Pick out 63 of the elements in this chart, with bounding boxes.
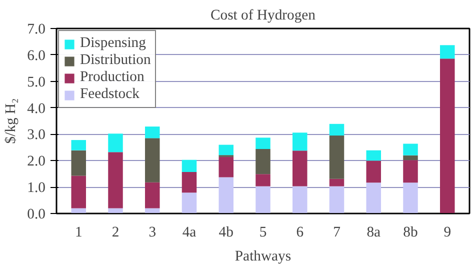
bar bbox=[256, 138, 270, 150]
chart-title: Cost of Hydrogen bbox=[210, 8, 316, 24]
legend-label: Production bbox=[80, 69, 144, 86]
bar bbox=[71, 176, 86, 208]
x-tick-label: 8b bbox=[403, 224, 418, 240]
x-tick-label: 2 bbox=[112, 224, 120, 240]
x-axis-title: Pathways bbox=[234, 248, 292, 264]
legend-label: Distribution bbox=[80, 52, 151, 69]
bar bbox=[145, 182, 160, 208]
bar bbox=[71, 140, 86, 150]
y-tick-label: 1.0 bbox=[27, 180, 46, 196]
x-tick-label: 9 bbox=[444, 224, 452, 240]
bar bbox=[218, 156, 234, 178]
bar bbox=[182, 192, 197, 214]
bar bbox=[329, 124, 344, 136]
bar bbox=[440, 45, 455, 59]
x-tick-label: 3 bbox=[148, 224, 156, 240]
y-tick-label: 5.0 bbox=[27, 74, 46, 90]
bar bbox=[329, 178, 344, 186]
y-axis-title: $/kg H₂ bbox=[3, 98, 20, 144]
x-tick-label: 5 bbox=[259, 224, 267, 240]
bar bbox=[71, 150, 86, 176]
legend-label: Feedstock bbox=[80, 86, 140, 103]
bar bbox=[403, 160, 418, 183]
bar bbox=[403, 155, 418, 160]
bar bbox=[108, 152, 123, 208]
y-tick-label: 7.0 bbox=[27, 22, 46, 38]
bar bbox=[440, 58, 455, 214]
legend-label: Dispensing bbox=[80, 35, 146, 52]
bar bbox=[329, 186, 344, 214]
x-tick-label: 7 bbox=[333, 224, 340, 240]
y-tick-label: 4.0 bbox=[27, 100, 46, 117]
bar bbox=[182, 172, 197, 193]
bar bbox=[218, 144, 234, 156]
bar bbox=[256, 174, 270, 186]
bar bbox=[182, 160, 197, 172]
bar bbox=[218, 177, 234, 214]
y-tick-label: 0.0 bbox=[27, 206, 46, 222]
x-tick-label: 6 bbox=[296, 224, 304, 240]
bar bbox=[403, 144, 418, 156]
y-tick-label: 2.0 bbox=[27, 154, 46, 170]
y-tick-label: 3.0 bbox=[27, 127, 46, 144]
bar bbox=[292, 132, 308, 151]
x-tick-label: 4b bbox=[218, 224, 234, 240]
bar bbox=[256, 186, 270, 214]
x-tick-label: 4a bbox=[182, 224, 197, 240]
bar bbox=[366, 182, 381, 214]
bar bbox=[292, 186, 308, 214]
bar bbox=[366, 160, 381, 183]
y-tick-label: 6.0 bbox=[27, 48, 46, 64]
bar bbox=[256, 149, 270, 174]
bar bbox=[145, 126, 160, 138]
bar bbox=[366, 150, 381, 161]
bar bbox=[108, 208, 123, 214]
bar bbox=[145, 208, 160, 214]
bar bbox=[329, 136, 344, 179]
bar bbox=[71, 208, 86, 214]
bar bbox=[403, 182, 418, 214]
bar bbox=[145, 138, 160, 182]
x-tick-label: 1 bbox=[74, 224, 82, 240]
bar bbox=[108, 134, 123, 152]
x-tick-label: 8a bbox=[366, 224, 382, 240]
bar bbox=[292, 150, 308, 186]
